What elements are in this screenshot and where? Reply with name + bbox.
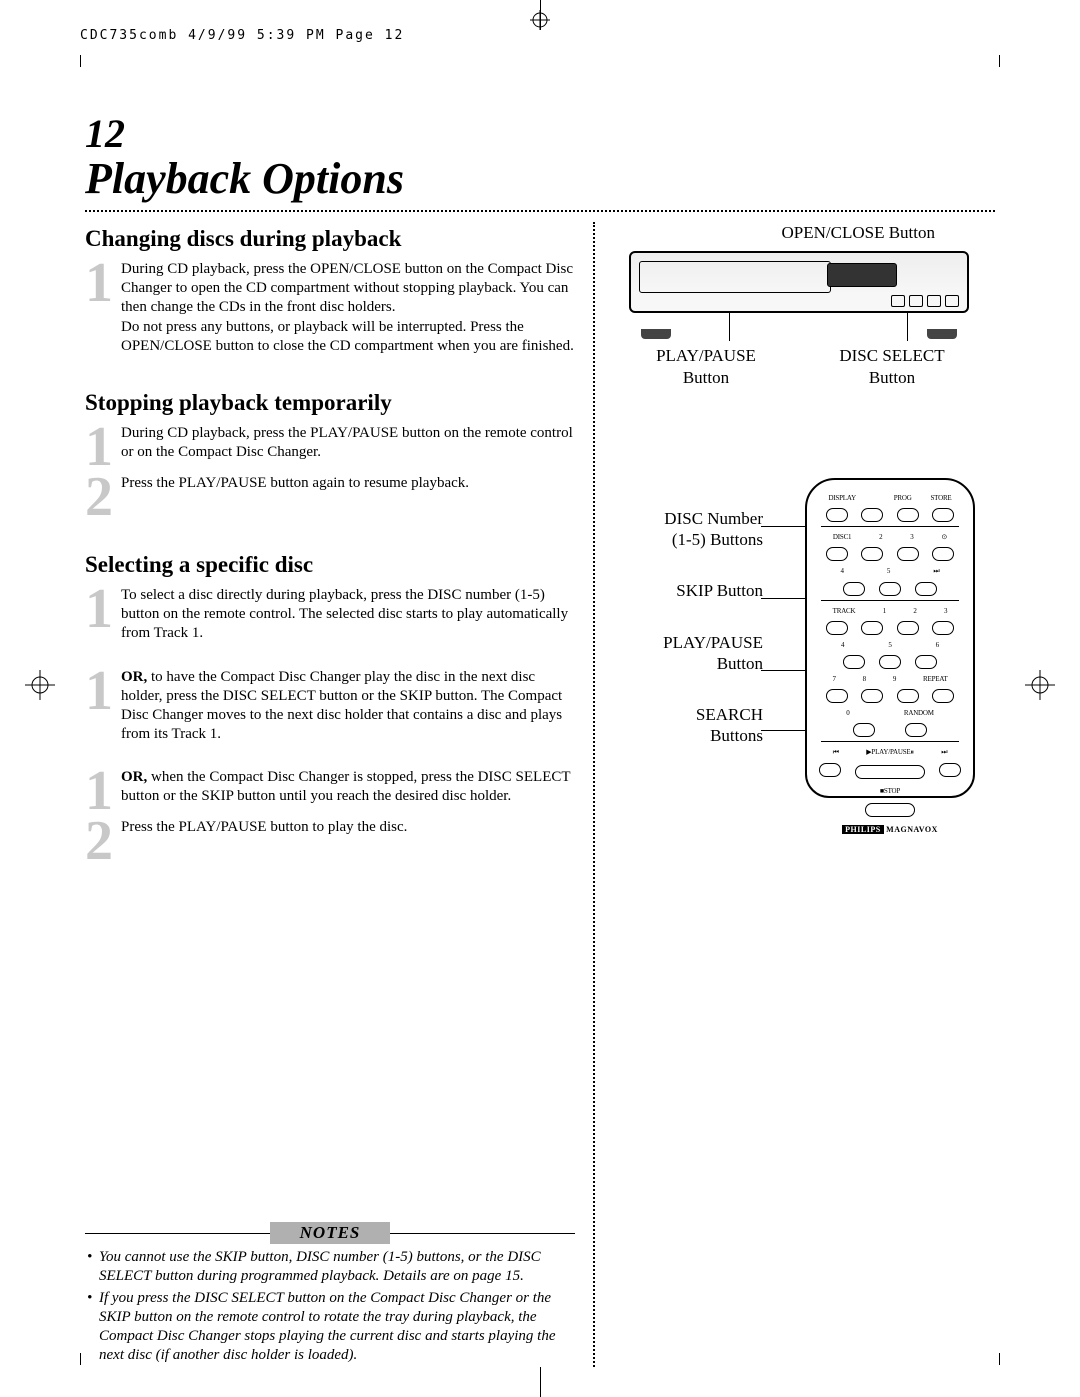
page-content: 12 Playback Options Changing discs durin… xyxy=(85,110,995,1367)
left-column: Changing discs during playback 1 During … xyxy=(85,222,593,1367)
step-text: To select a disc directly during playbac… xyxy=(121,582,575,644)
step: 1 During CD playback, press the PLAY/PAU… xyxy=(85,420,575,468)
section-heading: Changing discs during playback xyxy=(85,226,575,252)
crosshair-icon xyxy=(530,10,550,30)
crosshair-icon xyxy=(25,670,55,700)
section-heading: Stopping playback temporarily xyxy=(85,390,575,416)
remote-body: DISPLAYPROGSTORE DISC123⊙ 45⏭ TRACK123 4… xyxy=(805,478,975,798)
dot-divider xyxy=(85,210,995,212)
step-text: OR, to have the Compact Disc Changer pla… xyxy=(121,664,575,745)
page-title: Playback Options xyxy=(85,153,995,204)
reg-tick xyxy=(999,55,1000,67)
step-text: Press the PLAY/PAUSE button to play the … xyxy=(121,814,407,837)
manual-page: CDC735comb 4/9/99 5:39 PM Page 12 12 Pla… xyxy=(0,0,1080,1397)
reg-tick xyxy=(999,1353,1000,1365)
step-number: 2 xyxy=(85,476,121,518)
step-text: Press the PLAY/PAUSE button again to res… xyxy=(121,470,469,493)
step-number: 1 xyxy=(85,670,121,712)
notes-block: NOTES You cannot use the SKIP button, DI… xyxy=(85,1222,575,1365)
step: 1 During CD playback, press the OPEN/CLO… xyxy=(85,256,575,356)
step: 2 Press the PLAY/PAUSE button to play th… xyxy=(85,814,575,862)
section-heading: Selecting a specific disc xyxy=(85,552,575,578)
callout-play-pause-remote: PLAY/PAUSE Button xyxy=(613,632,763,675)
step-text: During CD playback, press the PLAY/PAUSE… xyxy=(121,420,575,462)
remote-brand: PHILIPS MAGNAVOX xyxy=(807,825,973,834)
step-number: 1 xyxy=(85,770,121,812)
callout-search: SEARCH Buttons xyxy=(613,704,763,747)
device-illustration xyxy=(629,251,969,341)
reg-tick xyxy=(80,55,81,67)
callout-disc-select: DISC SELECT Button xyxy=(799,345,985,388)
note-item: You cannot use the SKIP button, DISC num… xyxy=(85,1248,575,1286)
step-text: OR, when the Compact Disc Changer is sto… xyxy=(121,764,575,806)
print-header: CDC735comb 4/9/99 5:39 PM Page 12 xyxy=(80,28,404,43)
step: 1 OR, when the Compact Disc Changer is s… xyxy=(85,764,575,812)
right-column: OPEN/CLOSE Button PLAY/PAUSE Button DISC… xyxy=(595,222,985,1367)
step-number: 2 xyxy=(85,820,121,862)
step: 1 To select a disc directly during playb… xyxy=(85,582,575,644)
reg-tick xyxy=(80,1353,81,1365)
remote-illustration: DISC Number (1-5) Buttons SKIP Button PL… xyxy=(613,478,985,858)
callout-open-close: OPEN/CLOSE Button xyxy=(613,222,985,243)
callout-play-pause: PLAY/PAUSE Button xyxy=(613,345,799,388)
step: 2 Press the PLAY/PAUSE button again to r… xyxy=(85,470,575,518)
callout-disc-number: DISC Number (1-5) Buttons xyxy=(613,508,763,551)
step-number: 1 xyxy=(85,588,121,630)
step-number: 1 xyxy=(85,426,121,468)
step: 1 OR, to have the Compact Disc Changer p… xyxy=(85,664,575,745)
step-text: During CD playback, press the OPEN/CLOSE… xyxy=(121,256,575,356)
notes-label: NOTES xyxy=(270,1222,391,1244)
step-number: 1 xyxy=(85,262,121,304)
note-item: If you press the DISC SELECT button on t… xyxy=(85,1289,575,1366)
crosshair-icon xyxy=(1025,670,1055,700)
callout-skip: SKIP Button xyxy=(613,580,763,601)
page-number: 12 xyxy=(85,110,995,157)
